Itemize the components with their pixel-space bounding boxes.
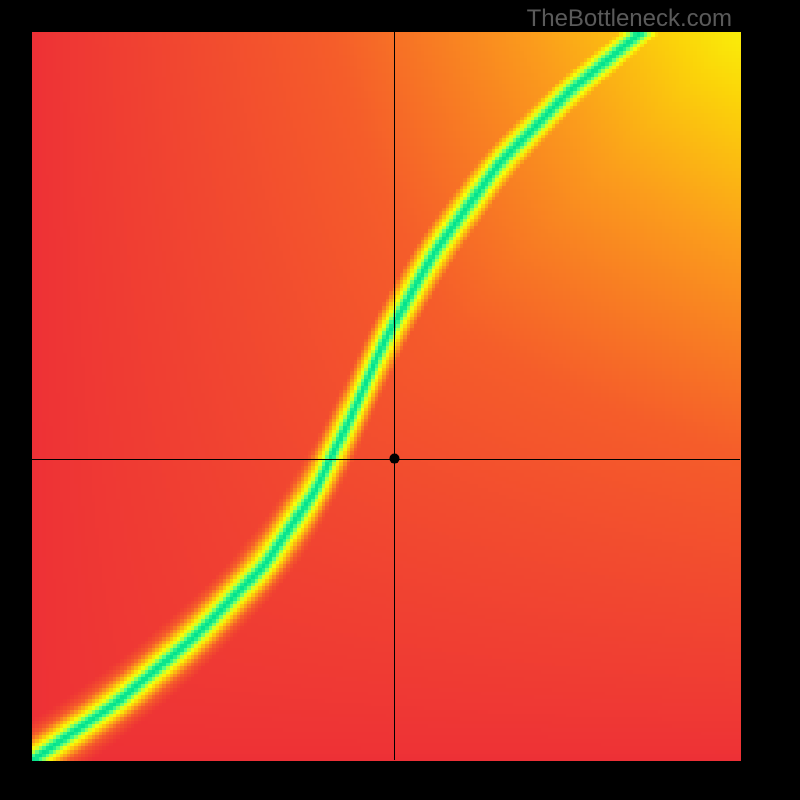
chart-container: TheBottleneck.com <box>0 0 800 800</box>
heatmap-canvas <box>0 0 800 800</box>
watermark-text: TheBottleneck.com <box>527 5 732 33</box>
